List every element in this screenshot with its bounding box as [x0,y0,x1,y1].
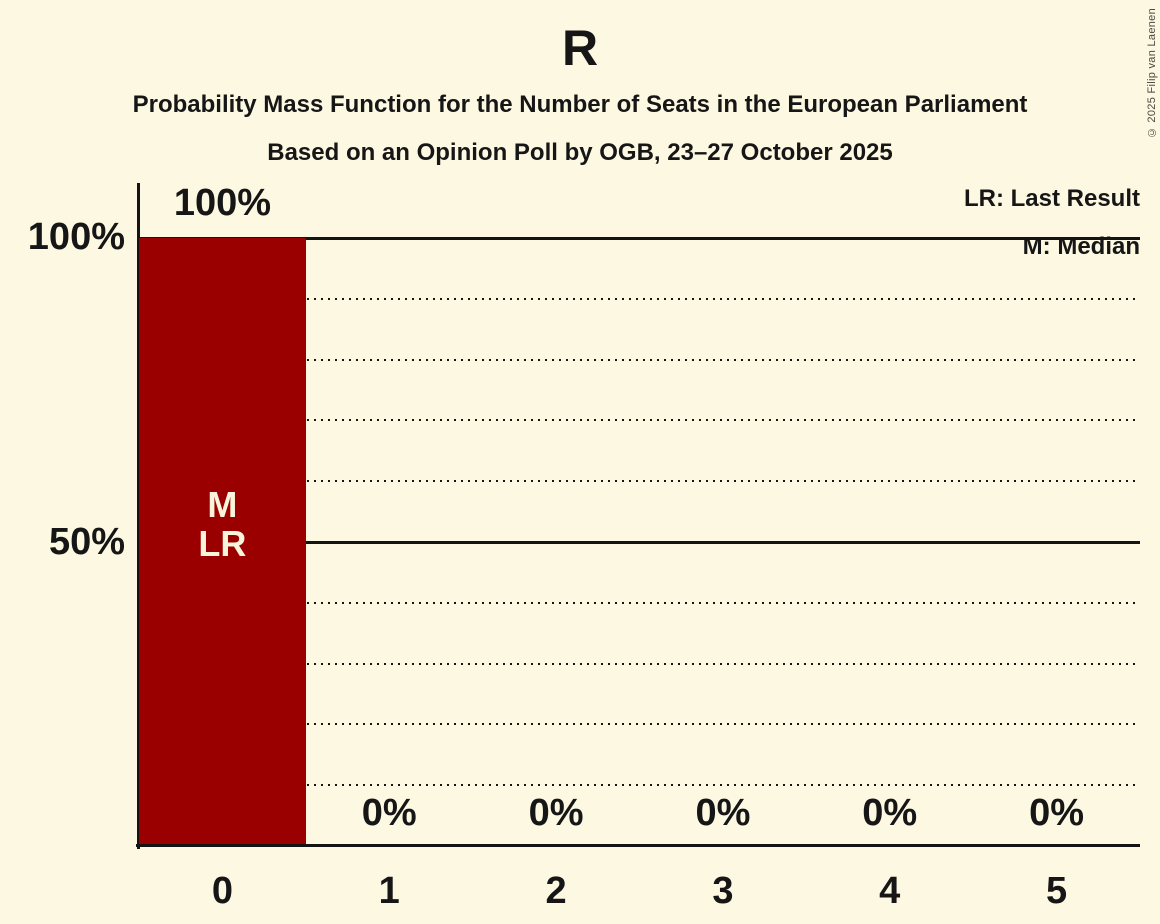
x-tick-1: 1 [378,870,400,912]
gridline-40pct [139,601,1140,604]
gridline-60pct [139,480,1140,483]
value-label-1: 0% [361,792,417,834]
gridline-100pct [139,237,1140,240]
gridline-90pct [139,297,1140,300]
value-label-0: 100% [173,182,272,224]
value-label-2: 0% [528,792,584,834]
bar-seats-0 [139,238,306,846]
gridline-50pct [139,541,1140,544]
x-axis-tick-labels: 0 1 2 3 4 5 [139,872,1140,910]
x-tick-4: 4 [879,870,901,912]
category-slot-2 [473,238,640,846]
x-tick-5: 5 [1045,870,1068,912]
value-label-4: 0% [862,792,918,834]
chart-subtitle-line1: Probability Mass Function for the Number… [132,91,1028,118]
category-slot-3 [640,238,807,846]
last-result-marker: LR [198,523,247,564]
x-tick-2: 2 [545,870,567,912]
median-marker: M [207,484,238,525]
gridline-70pct [139,419,1140,422]
category-slot-0: M LR [139,238,306,846]
gridline-10pct [139,784,1140,787]
x-axis-line [136,844,1140,847]
gridline-30pct [139,662,1140,665]
value-label-5: 0% [1029,792,1085,834]
category-slot-4 [806,238,973,846]
copyright-note: © 2025 Filip van Laenen [1146,8,1158,139]
y-axis-label-50: 50% [48,521,125,563]
x-tick-3: 3 [712,870,734,912]
y-axis-label-100: 100% [27,216,125,258]
x-tick-0: 0 [211,870,233,912]
category-slot-1 [306,238,473,846]
gridline-20pct [139,723,1140,726]
chart-subtitle-line2: Based on an Opinion Poll by OGB, 23–27 O… [267,139,893,166]
legend-last-result: LR: Last Result [963,185,1140,212]
plot-area: M LR 100% 0% 0% 0% 0% 0% [136,184,1140,847]
y-axis-line [137,183,140,849]
value-label-3: 0% [695,792,751,834]
category-slot-5 [973,238,1140,846]
gridline-80pct [139,358,1140,361]
bar-annotations: M LR [139,485,306,563]
chart-title: R [561,20,599,76]
